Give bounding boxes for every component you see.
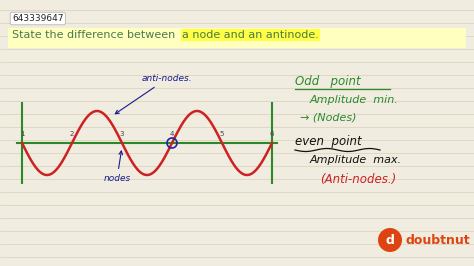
Text: d: d: [385, 234, 394, 247]
Text: 1: 1: [20, 131, 24, 137]
Text: 6: 6: [270, 131, 274, 137]
Text: Amplitude  min.: Amplitude min.: [310, 95, 399, 105]
Text: Odd   point: Odd point: [295, 75, 361, 88]
Text: anti-nodes.: anti-nodes.: [115, 74, 192, 114]
Text: → (Nodes): → (Nodes): [300, 112, 356, 122]
Text: a node and an antinode.: a node and an antinode.: [182, 30, 319, 40]
Text: even  point: even point: [295, 135, 362, 148]
Text: 2: 2: [70, 131, 74, 137]
Text: doubtnut: doubtnut: [406, 234, 471, 247]
Bar: [8, 28, 466, 48]
Text: 3: 3: [120, 131, 124, 137]
Text: 5: 5: [220, 131, 224, 137]
Circle shape: [378, 228, 402, 252]
Text: 643339647: 643339647: [12, 14, 64, 23]
Text: 4: 4: [170, 131, 174, 137]
Text: nodes: nodes: [103, 151, 131, 183]
Text: Amplitude  max.: Amplitude max.: [310, 155, 402, 165]
Text: (Anti-nodes.): (Anti-nodes.): [320, 173, 396, 186]
Text: State the difference between: State the difference between: [12, 30, 179, 40]
